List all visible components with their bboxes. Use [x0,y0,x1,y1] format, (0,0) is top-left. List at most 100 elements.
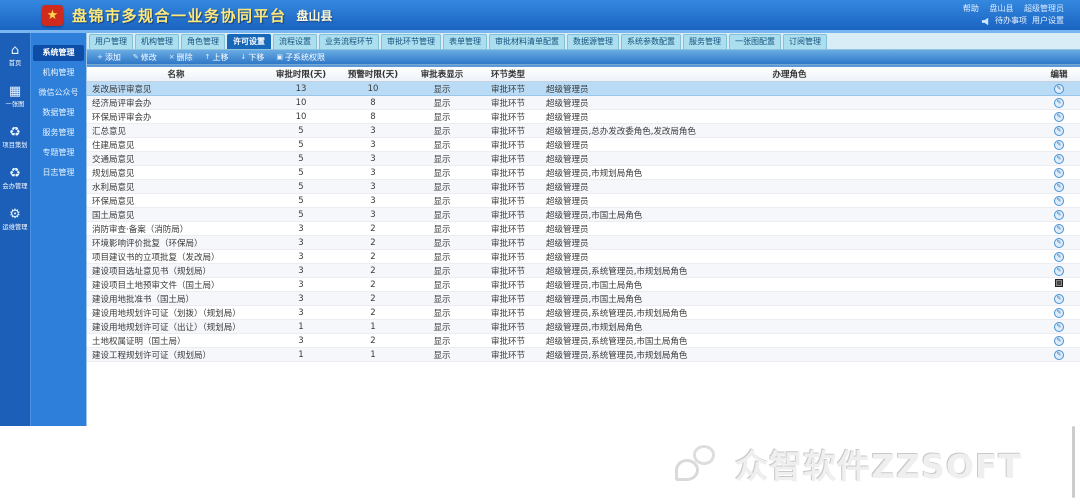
table-row[interactable]: 环保局意见 5 3 显示 审批环节 超级管理员 ✎ [87,194,1080,208]
submenu-item-服务管理[interactable]: 服务管理 [42,128,75,137]
toolbar-button-删除[interactable]: × 删除 [169,52,193,63]
cell-approve-days: 1 [298,321,304,332]
table-row[interactable]: 规划局意见 5 3 显示 审批环节 超级管理员,市规划局角色 ✎ [87,166,1080,180]
submenu-item-日志管理[interactable]: 日志管理 [42,168,75,177]
toolbar-button-添加[interactable]: + 添加 [97,52,121,63]
grid-icon[interactable] [1055,279,1063,287]
table-row[interactable]: 建设用地规划许可证（划拨）（规划局） 3 2 显示 审批环节 超级管理员,系统管理员,市规… [87,306,1080,320]
edit-icon[interactable]: ✎ [1054,210,1064,220]
toolbar-button-label: 添加 [104,52,121,62]
cell-warn-days: 2 [370,223,376,234]
vendor-watermark-text: 众智软件ZZSOFT [735,447,1022,486]
sidebar-item-首页[interactable]: ⌂ 首页 [0,43,30,84]
tab-订阅管理[interactable]: 订阅管理 [783,34,827,49]
submenu-item-微信公众号[interactable]: 微信公众号 [38,88,79,97]
edit-icon[interactable]: ✎ [1054,294,1064,304]
submenu-item-专题管理[interactable]: 专题管理 [42,148,75,157]
tab-用户管理[interactable]: 用户管理 [89,34,133,49]
tab-数据源管理[interactable]: 数据源管理 [567,34,619,49]
table-row[interactable]: 消防审查·备案（消防局） 3 2 显示 审批环节 超级管理员 ✎ [87,222,1080,236]
cell-roles: 超级管理员,系统管理员,市规划局角色 [546,308,688,319]
cell-display: 显示 [433,350,451,361]
edit-icon[interactable]: ✎ [1054,140,1064,150]
tab-表单管理[interactable]: 表单管理 [443,34,487,49]
edit-icon[interactable]: ✎ [1054,168,1064,178]
edit-icon[interactable]: ✎ [1054,238,1064,248]
tab-流程设置[interactable]: 流程设置 [273,34,317,49]
cell-name: 水利局意见 [92,182,135,193]
cell-edit: ✎ [1038,293,1080,304]
toolbar-button-子系统权限[interactable]: ▣ 子系统权限 [276,52,325,63]
tab-机构管理[interactable]: 机构管理 [135,34,179,49]
table-row[interactable]: 经济局评审会办 10 8 显示 审批环节 超级管理员 ✎ [87,96,1080,110]
edit-icon[interactable]: ✎ [1054,154,1064,164]
todo-link[interactable]: 待办事项 [995,16,1027,25]
table-row[interactable]: 建设用地规划许可证（出让）（规划局） 1 1 显示 审批环节 超级管理员,市规划局角色 ✎ [87,320,1080,334]
cell-approve-days: 3 [298,265,304,276]
cell-edit: ✎ [1038,83,1080,94]
cell-name: 环境影响评价批复（环保局） [92,238,203,249]
sidebar-item-运维管理[interactable]: ⚙ 运维管理 [0,207,30,248]
table-row[interactable]: 交通局意见 5 3 显示 审批环节 超级管理员 ✎ [87,152,1080,166]
help-link[interactable]: 帮助 [962,4,979,13]
table-row[interactable]: 环保局评审会办 10 8 显示 审批环节 超级管理员 ✎ [87,110,1080,124]
table-row[interactable]: 建设项目选址意见书（规划局） 3 2 显示 审批环节 超级管理员,系统管理员,市规划局角色… [87,264,1080,278]
edit-icon[interactable]: ✎ [1054,224,1064,234]
tab-许可设置[interactable]: 许可设置 [227,34,271,49]
table-row[interactable]: 住建局意见 5 3 显示 审批环节 超级管理员 ✎ [87,138,1080,152]
sidebar-item-一张图[interactable]: ▦ 一张图 [0,84,30,125]
table-body: 发改局评审意见 13 10 显示 审批环节 超级管理员 ✎ 经济局评审会办 10 8 显示 审批环节超… [87,82,1080,362]
edit-icon[interactable]: ✎ [1054,336,1064,346]
cell-roles: 超级管理员,市国土局角色 [546,294,643,305]
table-row[interactable]: 土地权属证明（国土局） 3 2 显示 审批环节 超级管理员,系统管理员,市国土局角色 ✎ [87,334,1080,348]
tab-一张图配置[interactable]: 一张图配置 [729,34,781,49]
sidebar-item-会办管理[interactable]: ♻ 会办管理 [0,166,30,207]
table-row[interactable]: 环境影响评价批复（环保局） 3 2 显示 审批环节 超级管理员 ✎ [87,236,1080,250]
main-panel: 用户管理 机构管理 角色管理 许可设置 流程设置 业务流程环节 审批环节管理 表单管理 审批材料… [86,33,1080,426]
edit-icon[interactable]: ✎ [1054,98,1064,108]
edit-icon[interactable]: ✎ [1054,126,1064,136]
table-row[interactable]: 建设用地批准书（国土局） 3 2 显示 审批环节 超级管理员,市国土局角色 ✎ [87,292,1080,306]
table-row[interactable]: 建设项目土地预审文件（国土局） 3 2 显示 审批环节 超级管理员,市国土局角色 [87,278,1080,292]
edit-icon[interactable]: ✎ [1054,308,1064,318]
toolbar-button-label: 上移 [212,52,229,62]
user-settings-link[interactable]: 用户设置 [1032,16,1064,25]
cell-name: 建设工程规划许可证（规划局） [92,350,212,361]
toolbar-button-修改[interactable]: ✎ 修改 [133,52,157,63]
toolbar-button-下移[interactable]: ↓ 下移 [241,52,265,63]
app-body: ⌂ 首页 ▦ 一张图 ♻ 项目策划 ♻ 会办管理 ⚙ 运维管理 系统管理 机构管理 微信公众号 数据管理… [0,33,1080,426]
edit-icon[interactable]: ✎ [1054,196,1064,206]
app-window: ★ 盘锦市多规合一业务协同平台 盘山县 帮助 盘山县 超级管理员 待办事项 用户… [0,0,1080,426]
column-header-编辑: 编辑 [1050,70,1068,80]
tab-审批材料清单配置[interactable]: 审批材料清单配置 [489,34,565,49]
tab-角色管理[interactable]: 角色管理 [181,34,225,49]
table-row[interactable]: 水利局意见 5 3 显示 审批环节 超级管理员 ✎ [87,180,1080,194]
table-row[interactable]: 建设工程规划许可证（规划局） 1 1 显示 审批环节 超级管理员,系统管理员,市规划局角色… [87,348,1080,362]
edit-icon[interactable]: ✎ [1054,182,1064,192]
cell-warn-days: 10 [367,83,379,94]
tab-服务管理[interactable]: 服务管理 [683,34,727,49]
tab-系统参数配置[interactable]: 系统参数配置 [621,34,681,49]
edit-icon[interactable]: ✎ [1054,322,1064,332]
cell-approve-days: 5 [298,125,304,136]
table-row[interactable]: 国土局意见 5 3 显示 审批环节 超级管理员,市国土局角色 ✎ [87,208,1080,222]
cell-display: 显示 [433,112,451,123]
edit-icon[interactable]: ✎ [1054,350,1064,360]
edit-icon[interactable]: ✎ [1054,112,1064,122]
tab-审批环节管理[interactable]: 审批环节管理 [381,34,441,49]
tab-业务流程环节[interactable]: 业务流程环节 [319,34,379,49]
page-scrollbar[interactable] [1072,426,1075,498]
table-row[interactable]: 发改局评审意见 13 10 显示 审批环节 超级管理员 ✎ [87,82,1080,96]
table-row[interactable]: 项目建议书的立项批复（发改局） 3 2 显示 审批环节 超级管理员 ✎ [87,250,1080,264]
submenu-item-系统管理[interactable]: 系统管理 [33,45,84,61]
edit-icon[interactable]: ✎ [1054,266,1064,276]
cell-roles: 超级管理员 [546,84,589,95]
edit-icon[interactable]: ✎ [1054,252,1064,262]
submenu-item-数据管理[interactable]: 数据管理 [42,108,75,117]
edit-icon[interactable]: ✎ [1054,84,1064,94]
toolbar-button-上移[interactable]: ↑ 上移 [205,52,229,63]
submenu-item-机构管理[interactable]: 机构管理 [42,68,75,77]
table-row[interactable]: 汇总意见 5 3 显示 审批环节 超级管理员,总办发改委角色,发改局角色 ✎ [87,124,1080,138]
cell-stage-type: 审批环节 [490,336,525,347]
sidebar-item-项目策划[interactable]: ♻ 项目策划 [0,125,30,166]
